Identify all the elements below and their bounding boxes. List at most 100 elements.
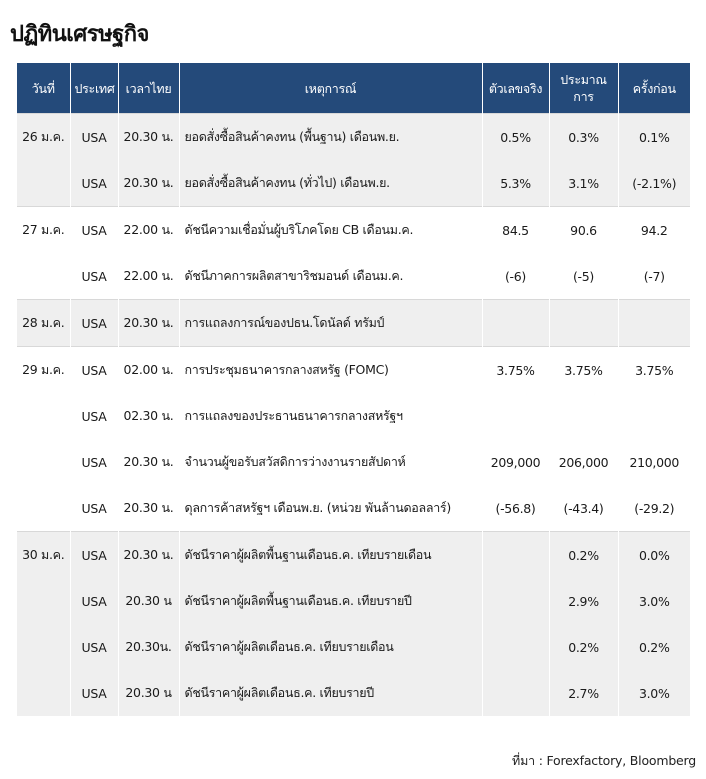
table-row: 26 ม.ค. USA 20.30 น. ยอดสั่งซื้อสินค้าคง…: [17, 113, 690, 160]
cell-time: 02.30 น.: [118, 393, 180, 439]
table-row: USA 20.30 น ดัชนีราคาผู้ผลิตพื้นฐานเดือน…: [17, 578, 690, 624]
cell-actual: [482, 299, 550, 347]
cell-event: ดัชนีราคาผู้ผลิตเดือนธ.ค. เทียบรายปี: [179, 670, 483, 716]
cell-country: USA: [70, 485, 119, 532]
cell-forecast: 90.6: [549, 206, 619, 253]
cell-event: ดัชนีภาคการผลิตสาขาริชมอนด์ เดือนม.ค.: [179, 253, 483, 300]
col-header-event: เหตุการณ์: [179, 63, 483, 114]
cell-country: USA: [70, 253, 119, 300]
cell-actual: 209,000: [482, 439, 550, 485]
cell-previous: 3.75%: [618, 346, 690, 393]
cell-time: 20.30น.: [118, 624, 180, 670]
cell-forecast: (-5): [549, 253, 619, 300]
cell-country: USA: [70, 624, 119, 670]
col-header-actual: ตัวเลขจริง: [482, 63, 550, 114]
cell-event: การประชุมธนาคารกลางสหรัฐ (FOMC): [179, 346, 483, 393]
cell-date: 26 ม.ค.: [17, 113, 71, 160]
cell-date: [17, 160, 71, 207]
cell-forecast: 206,000: [549, 439, 619, 485]
cell-previous: (-29.2): [618, 485, 690, 532]
table-row: USA 22.00 น. ดัชนีภาคการผลิตสาขาริชมอนด์…: [17, 253, 690, 300]
table-row: USA 20.30 น. จำนวนผู้ขอรับสวัสดิการว่างง…: [17, 439, 690, 485]
col-header-forecast: ประมาณการ: [549, 63, 619, 114]
cell-forecast: 0.3%: [549, 113, 619, 160]
cell-date: [17, 439, 71, 485]
table-row: 28 ม.ค. USA 20.30 น. การแถลงการณ์ของปธน.…: [17, 299, 690, 347]
cell-country: USA: [70, 670, 119, 716]
table-row: 30 ม.ค. USA 20.30 น. ดัชนีราคาผู้ผลิตพื้…: [17, 531, 690, 578]
cell-actual: (-56.8): [482, 485, 550, 532]
cell-forecast: 3.1%: [549, 160, 619, 207]
cell-actual: 84.5: [482, 206, 550, 253]
cell-date: [17, 670, 71, 716]
cell-event: ยอดสั่งซื้อสินค้าคงทน (พื้นฐาน) เดือนพ.ย…: [179, 113, 483, 160]
cell-date: [17, 578, 71, 624]
table-row: USA 02.30 น. การแถลงของประธานธนาคารกลางส…: [17, 393, 690, 439]
cell-country: USA: [70, 439, 119, 485]
cell-event: การแถลงของประธานธนาคารกลางสหรัฐฯ: [179, 393, 483, 439]
cell-actual: [482, 578, 550, 624]
cell-actual: (-6): [482, 253, 550, 300]
cell-time: 20.30 น.: [118, 531, 180, 578]
table-row: USA 20.30 น. ยอดสั่งซื้อสินค้าคงทน (ทั่ว…: [17, 160, 690, 207]
cell-country: USA: [70, 346, 119, 393]
cell-previous: 94.2: [618, 206, 690, 253]
cell-forecast: [549, 299, 619, 347]
cell-event: ดุลการค้าสหรัฐฯ เดือนพ.ย. (หน่วย พันล้าน…: [179, 485, 483, 532]
cell-previous: (-2.1%): [618, 160, 690, 207]
cell-date: 28 ม.ค.: [17, 299, 71, 347]
cell-previous: 0.1%: [618, 113, 690, 160]
cell-time: 20.30 น: [118, 578, 180, 624]
cell-date: 29 ม.ค.: [17, 346, 71, 393]
cell-time: 20.30 น.: [118, 299, 180, 347]
cell-country: USA: [70, 531, 119, 578]
cell-actual: [482, 531, 550, 578]
col-header-country: ประเทศ: [70, 63, 119, 114]
cell-forecast: [549, 393, 619, 439]
cell-previous: (-7): [618, 253, 690, 300]
cell-previous: 0.0%: [618, 531, 690, 578]
table-row: USA 20.30น. ดัชนีราคาผู้ผลิตเดือนธ.ค. เท…: [17, 624, 690, 670]
cell-country: USA: [70, 578, 119, 624]
cell-event: การแถลงการณ์ของปธน.โดนัลด์ ทรัมป์: [179, 299, 483, 347]
page-title: ปฏิทินเศรษฐกิจ: [10, 22, 149, 47]
table-row: 27 ม.ค. USA 22.00 น. ดัชนีความเชื่อมั่นผ…: [17, 206, 690, 253]
cell-time: 20.30 น.: [118, 113, 180, 160]
table-row: USA 20.30 น ดัชนีราคาผู้ผลิตเดือนธ.ค. เท…: [17, 670, 690, 716]
cell-actual: [482, 670, 550, 716]
cell-event: ดัชนีความเชื่อมั่นผู้บริโภคโดย CB เดือนม…: [179, 206, 483, 253]
cell-forecast: (-43.4): [549, 485, 619, 532]
table-row: USA 20.30 น. ดุลการค้าสหรัฐฯ เดือนพ.ย. (…: [17, 485, 690, 532]
cell-country: USA: [70, 113, 119, 160]
cell-event: ยอดสั่งซื้อสินค้าคงทน (ทั่วไป) เดือนพ.ย.: [179, 160, 483, 207]
cell-country: USA: [70, 393, 119, 439]
cell-country: USA: [70, 299, 119, 347]
cell-date: 27 ม.ค.: [17, 206, 71, 253]
col-header-date: วันที่: [17, 63, 71, 114]
cell-previous: 210,000: [618, 439, 690, 485]
table-header-row: วันที่ ประเทศ เวลาไทย เหตุการณ์ ตัวเลขจร…: [17, 63, 690, 114]
cell-previous: 3.0%: [618, 670, 690, 716]
cell-time: 20.30 น.: [118, 160, 180, 207]
cell-forecast: 2.9%: [549, 578, 619, 624]
cell-country: USA: [70, 160, 119, 207]
cell-actual: [482, 393, 550, 439]
cell-event: ดัชนีราคาผู้ผลิตพื้นฐานเดือนธ.ค. เทียบรา…: [179, 578, 483, 624]
cell-date: [17, 253, 71, 300]
cell-event: ดัชนีราคาผู้ผลิตพื้นฐานเดือนธ.ค. เทียบรา…: [179, 531, 483, 578]
cell-country: USA: [70, 206, 119, 253]
cell-time: 22.00 น.: [118, 206, 180, 253]
col-header-previous: ครั้งก่อน: [618, 63, 690, 114]
cell-forecast: 0.2%: [549, 531, 619, 578]
cell-forecast: 0.2%: [549, 624, 619, 670]
cell-event: ดัชนีราคาผู้ผลิตเดือนธ.ค. เทียบรายเดือน: [179, 624, 483, 670]
cell-previous: [618, 299, 690, 347]
cell-date: [17, 393, 71, 439]
cell-date: [17, 624, 71, 670]
table-row: 29 ม.ค. USA 02.00 น. การประชุมธนาคารกลาง…: [17, 346, 690, 393]
cell-forecast: 3.75%: [549, 346, 619, 393]
cell-event: จำนวนผู้ขอรับสวัสดิการว่างงานรายสัปดาห์: [179, 439, 483, 485]
source-note: ที่มา : Forexfactory, Bloomberg: [512, 753, 696, 768]
cell-date: [17, 485, 71, 532]
cell-previous: 3.0%: [618, 578, 690, 624]
